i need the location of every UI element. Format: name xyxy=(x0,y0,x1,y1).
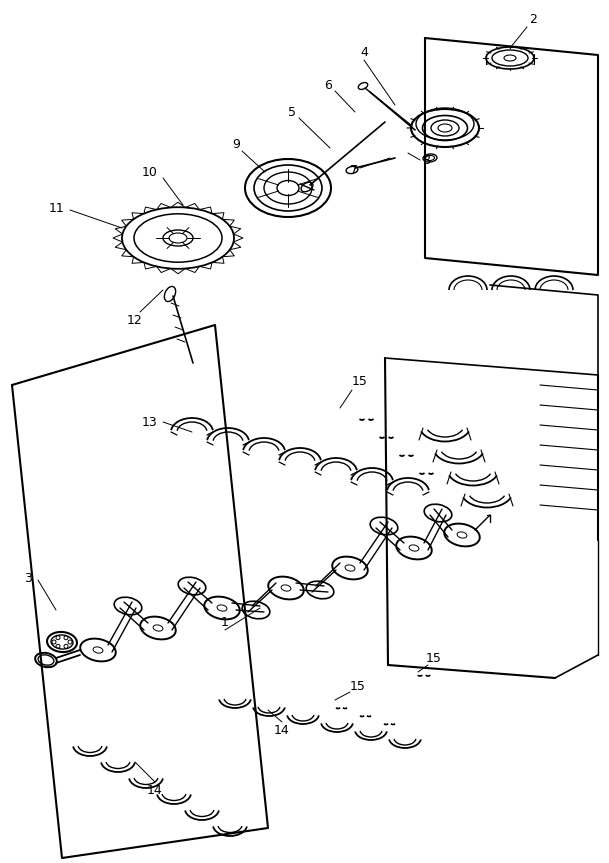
Text: 15: 15 xyxy=(352,375,368,388)
Text: 13: 13 xyxy=(142,417,158,430)
Text: 15: 15 xyxy=(426,652,442,665)
Text: 7: 7 xyxy=(350,163,358,177)
Text: 14: 14 xyxy=(147,784,163,797)
Text: 9: 9 xyxy=(232,138,240,152)
Text: 12: 12 xyxy=(127,313,143,326)
Text: 10: 10 xyxy=(142,167,158,180)
Text: 8: 8 xyxy=(422,154,430,167)
Text: 3: 3 xyxy=(24,571,32,584)
Text: 14: 14 xyxy=(274,723,290,736)
Text: 1: 1 xyxy=(221,615,229,628)
Text: 2: 2 xyxy=(529,14,537,27)
Text: 11: 11 xyxy=(49,201,65,215)
Text: 6: 6 xyxy=(324,79,332,92)
Text: 5: 5 xyxy=(288,106,296,119)
Text: 4: 4 xyxy=(360,47,368,60)
Text: 15: 15 xyxy=(350,679,366,692)
